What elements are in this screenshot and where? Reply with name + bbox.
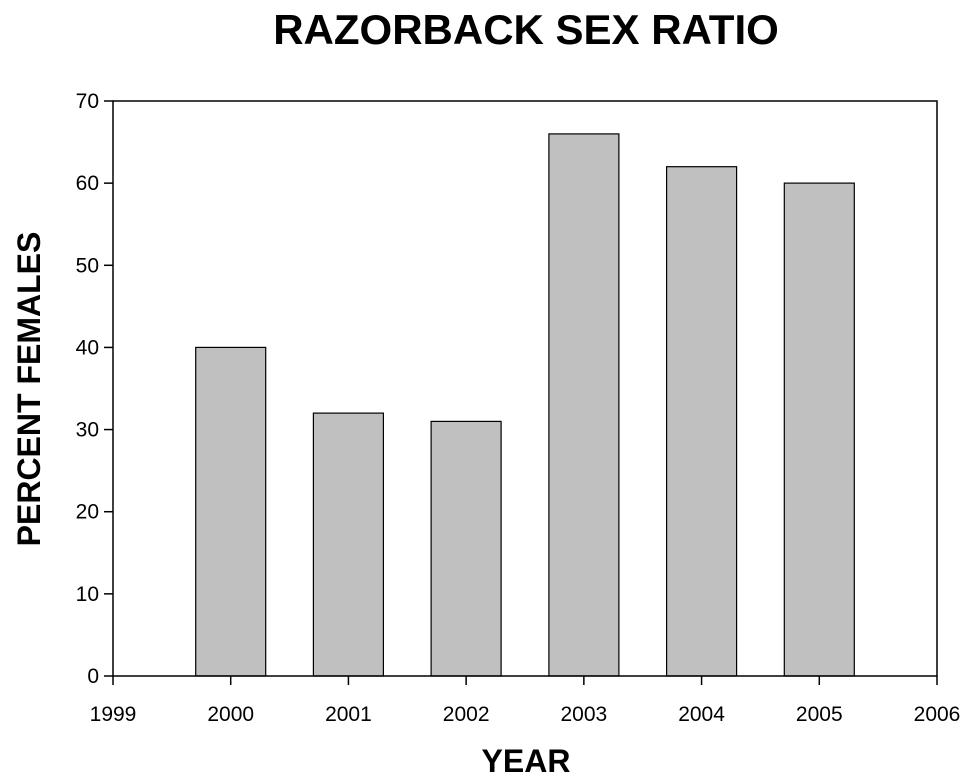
y-tick-label: 70 xyxy=(76,90,99,113)
x-tick-label: 2006 xyxy=(914,703,961,726)
y-tick-label: 50 xyxy=(76,254,99,277)
y-tick-label: 0 xyxy=(87,665,99,688)
x-tick-label: 2000 xyxy=(207,703,254,726)
y-tick-label: 40 xyxy=(76,336,99,359)
x-tick-label: 2001 xyxy=(325,703,372,726)
x-axis-label: YEAR xyxy=(482,743,571,777)
y-tick-label: 30 xyxy=(76,419,99,442)
bar-2002 xyxy=(430,420,502,677)
x-tick-label: 2002 xyxy=(443,703,490,726)
bar-2000 xyxy=(195,346,267,677)
x-tick-label: 2004 xyxy=(678,703,725,726)
bar-2003 xyxy=(548,133,620,677)
bar-2005 xyxy=(783,182,855,677)
y-axis-label: PERCENT FEMALES xyxy=(11,232,47,547)
chart-title: RAZORBACK SEX RATIO xyxy=(273,6,779,53)
bar-2001 xyxy=(312,412,384,677)
y-tick-label: 20 xyxy=(76,501,99,524)
y-tick-label: 10 xyxy=(76,583,99,606)
x-axis: 1999 2000 2001 2002 2003 2004 2005 2006 xyxy=(90,676,961,726)
y-tick-label: 60 xyxy=(76,172,99,195)
bars xyxy=(195,133,855,677)
x-tick-label: 2003 xyxy=(560,703,607,726)
y-axis: 0 10 20 30 40 50 60 70 xyxy=(76,90,113,688)
plot-frame xyxy=(112,100,938,677)
bar-2004 xyxy=(665,166,738,677)
x-tick-label: 1999 xyxy=(90,703,137,726)
x-tick-label: 2005 xyxy=(796,703,843,726)
